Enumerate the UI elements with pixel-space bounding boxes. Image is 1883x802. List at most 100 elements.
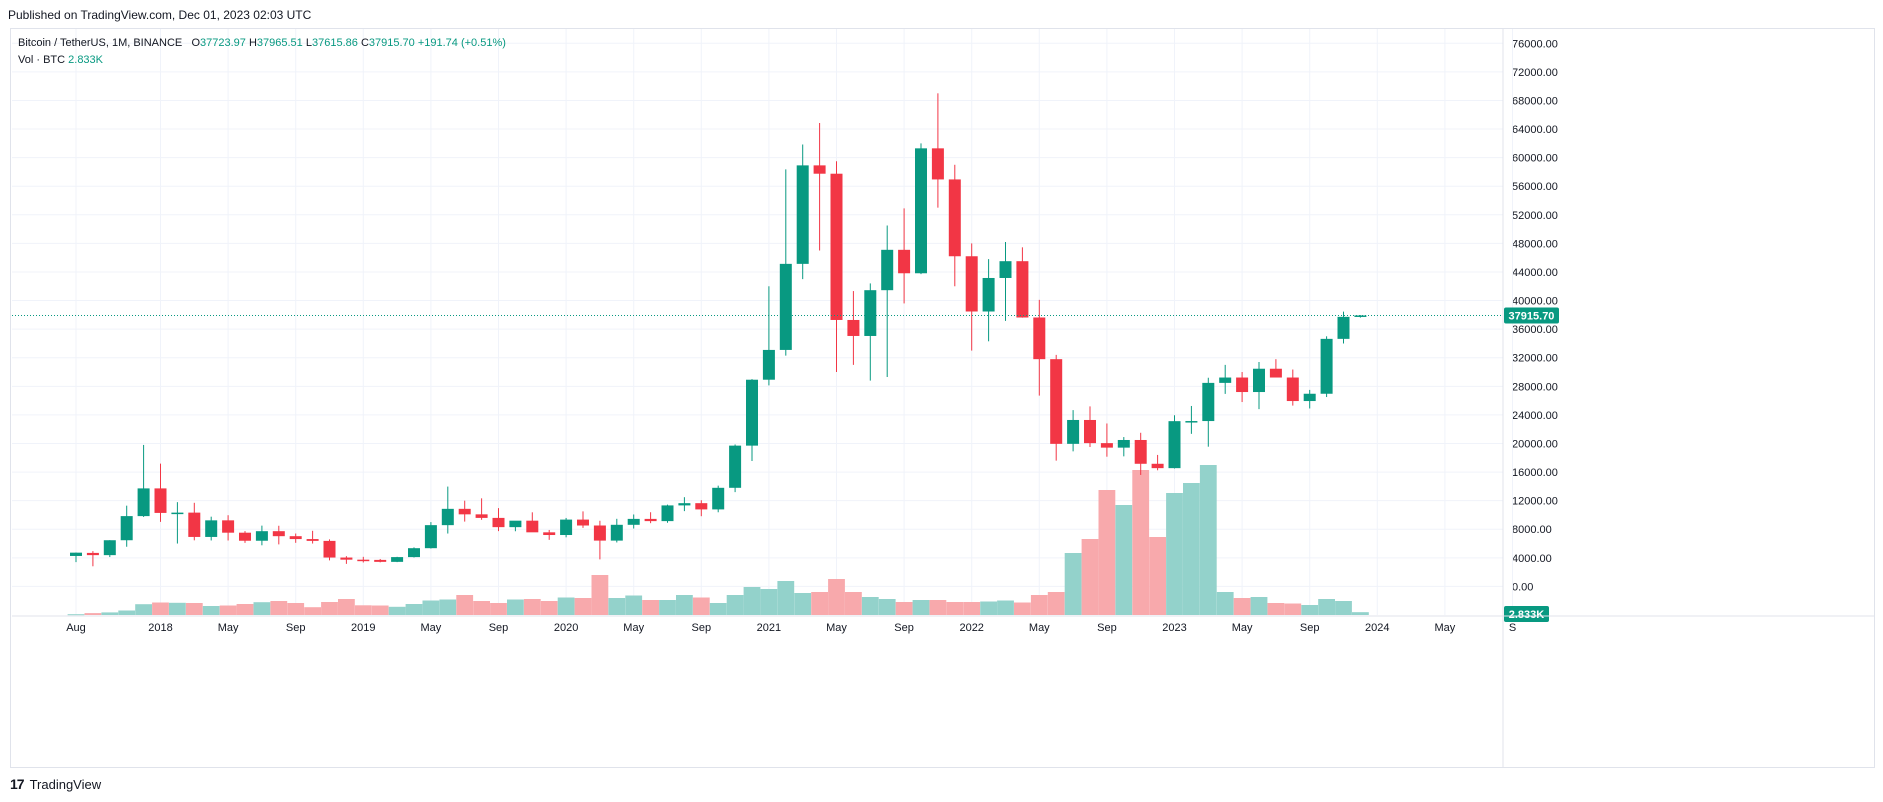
volume-bar (321, 602, 338, 615)
volume-bar (980, 601, 997, 615)
candle-body (1151, 463, 1164, 469)
candle-body (661, 505, 674, 522)
volume-bar (659, 600, 676, 615)
volume-bar (1267, 603, 1285, 615)
symbol-line: Bitcoin / TetherUS, 1M, BINANCE O37723.9… (18, 35, 506, 52)
volume-bar (185, 603, 203, 615)
candle-body (948, 179, 961, 257)
candle-body (1100, 443, 1113, 448)
volume-bar (912, 600, 930, 615)
candle-body (1202, 382, 1215, 422)
price-tick-label: 4000.00 (1512, 553, 1552, 565)
price-tick-label: 44000.00 (1512, 267, 1558, 279)
volume-bar (270, 601, 288, 615)
volume-bar (557, 597, 575, 615)
candle-body (678, 503, 691, 506)
candle-body (543, 532, 556, 536)
candle-body (1337, 316, 1350, 339)
volume-bar (304, 607, 321, 615)
candle-body (408, 548, 420, 558)
price-tick-label: 56000.00 (1512, 181, 1558, 193)
candle-body (1168, 421, 1181, 469)
volume-bar (67, 614, 85, 616)
candle-body (762, 349, 775, 380)
time-tick-label: May (421, 622, 442, 634)
candle-body (813, 165, 826, 174)
volume-bar (642, 600, 659, 615)
candle-body (222, 520, 235, 533)
time-tick-label: Sep (286, 622, 306, 634)
time-tick-label: Sep (894, 622, 914, 634)
volume-bar (743, 587, 761, 615)
chart-legend: Bitcoin / TetherUS, 1M, BINANCE O37723.9… (18, 35, 506, 69)
candle-body (492, 517, 505, 528)
candle-body (593, 525, 606, 541)
candle-body (441, 508, 454, 526)
time-tick-label: 2021 (757, 622, 781, 634)
close-value: 37915.70 (368, 37, 415, 49)
time-tick-label: May (623, 622, 644, 634)
volume-bar (507, 599, 524, 615)
candle-body (1253, 368, 1265, 393)
change-value: +191.74 (+0.51%) (417, 37, 506, 49)
volume-bar (1081, 539, 1099, 615)
price-tick-label: 68000.00 (1512, 95, 1558, 107)
candle-body (205, 520, 218, 537)
volume-bar (456, 595, 474, 615)
volume-bar (760, 589, 778, 615)
candle-body (1320, 338, 1333, 394)
time-tick-label: May (826, 622, 847, 634)
price-tick-label: 60000.00 (1512, 153, 1558, 165)
candle-body (1354, 315, 1367, 317)
volume-bar (1233, 598, 1251, 615)
volume-bar (422, 600, 440, 615)
volume-badge (1504, 606, 1549, 622)
volume-bar (338, 599, 355, 615)
volume-bar (219, 605, 237, 615)
last-price-label: 37915.70 (1509, 310, 1555, 322)
candle-body (982, 277, 995, 312)
volume-bar (1183, 483, 1200, 615)
price-tick-label: 36000.00 (1512, 324, 1558, 336)
volume-bar (1166, 493, 1183, 615)
close-label: C (360, 37, 369, 49)
candle-body (526, 520, 539, 533)
candle-body (103, 540, 116, 556)
price-tick-label: 40000.00 (1512, 296, 1558, 308)
candle-body (999, 261, 1012, 278)
candle-body (289, 536, 302, 540)
time-tick-label: 2018 (148, 622, 172, 634)
volume-bar (878, 599, 896, 615)
time-tick-label: Sep (1097, 622, 1117, 634)
symbol-name[interactable]: Bitcoin / TetherUS, 1M, BINANCE (18, 37, 183, 49)
volume-bar (1030, 595, 1048, 615)
volume-bar (490, 603, 507, 615)
candle-body (729, 445, 742, 488)
volume-label[interactable]: Vol · BTC (18, 54, 66, 66)
volume-bar (591, 575, 609, 615)
candle-body (357, 559, 370, 562)
volume-bar (118, 610, 136, 615)
volume-bar (152, 602, 169, 615)
volume-bar (540, 601, 558, 615)
price-tick-label: 8000.00 (1512, 524, 1552, 536)
candle-body (627, 518, 640, 525)
volume-bar (861, 597, 879, 615)
volume-bar (1301, 605, 1319, 615)
volume-bar (811, 592, 828, 615)
candle-body (340, 557, 353, 560)
volume-bar (777, 581, 795, 615)
candle-body (272, 531, 285, 537)
volume-bar (1284, 603, 1302, 615)
last-price-badge (1504, 307, 1559, 324)
tradingview-logo-icon[interactable]: 17 (10, 776, 25, 792)
brand-name[interactable]: TradingView (29, 776, 102, 792)
volume-bar (963, 602, 981, 615)
volume-bar (287, 603, 305, 615)
volume-bar (1115, 505, 1133, 615)
candle-body (898, 249, 911, 274)
volume-bar (135, 604, 152, 615)
volume-bar (997, 600, 1014, 615)
candle-body (374, 559, 387, 562)
